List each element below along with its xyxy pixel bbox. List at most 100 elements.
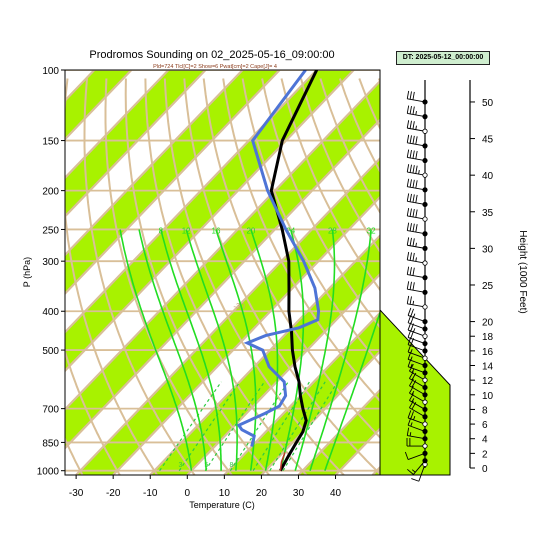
wind-barb-feather (407, 106, 408, 114)
dry-adiabat-label: 60 (519, 87, 528, 96)
height-tick-label: 45 (482, 135, 494, 146)
wind-barb-feather (413, 107, 414, 115)
wind-barb-station-dot (423, 415, 427, 419)
wind-barb-feather (416, 195, 417, 203)
datetime-badge: DT: 2025-05-12_00:00:00 (396, 51, 490, 65)
wind-barb-feather (407, 120, 408, 128)
wind-barb-feather (416, 224, 417, 232)
wind-barb-station-dot (423, 217, 427, 221)
wind-barb-feather (411, 309, 414, 317)
wind-barb-station-dot (423, 144, 427, 148)
pressure-tick-label: 250 (42, 225, 59, 236)
pressure-tick-label: 500 (42, 346, 59, 357)
height-tick-label: 0 (482, 464, 488, 475)
wind-barb-feather (407, 267, 408, 275)
wind-barb-station-dot (423, 437, 427, 441)
wind-barb-station-dot (423, 290, 427, 294)
wind-barb-feather (410, 135, 411, 143)
wind-barb-station-dot (423, 393, 427, 397)
wind-barb-feather (407, 296, 408, 304)
wind-barb-shaft (408, 323, 425, 329)
wind-barb-station-dot (423, 261, 427, 265)
wind-barb-feather (410, 282, 411, 290)
wind-barb-station-dot (423, 363, 427, 367)
temperature-tick-label: 20 (256, 488, 268, 499)
wind-barb-half-feather (413, 314, 414, 318)
wind-barb-feather (416, 166, 417, 174)
wind-barb-feather (407, 150, 408, 158)
temperature-tick-label: 40 (330, 488, 342, 499)
temperature-tick-label: 10 (219, 488, 231, 499)
height-tick-label: 30 (482, 244, 494, 255)
wind-barb-half-feather (416, 126, 417, 130)
pressure-tick-label: 700 (42, 405, 59, 416)
wind-barb-feather (410, 179, 411, 187)
x-axis-label: Temperature (C) (189, 500, 255, 510)
moist-adiabat-label: 32 (367, 226, 376, 235)
wind-barb-feather (407, 179, 408, 187)
height-tick-label: 10 (482, 391, 494, 402)
mixing-ratio-label: 8 (230, 462, 234, 469)
moist-adiabat-label: 12 (182, 226, 191, 235)
wind-barb-feather (413, 121, 414, 129)
temperature-tick-label: 0 (185, 488, 191, 499)
wind-barb-feather (413, 253, 414, 261)
wind-barb-feather (407, 252, 408, 260)
wind-barb-station-dot (423, 319, 427, 323)
pressure-tick-label: 150 (42, 137, 59, 148)
wind-barb-station-dot (423, 429, 427, 433)
wind-barb-feather (416, 136, 417, 144)
wind-barb-station-dot (423, 232, 427, 236)
wind-barb-feather (410, 150, 411, 158)
wind-barb-station-dot (423, 407, 427, 411)
pressure-tick-label: 400 (42, 307, 59, 318)
wind-barb-feather (410, 121, 411, 129)
pressure-tick-label: 100 (42, 66, 59, 77)
wind-barb-feather (413, 151, 414, 159)
moist-adiabat-label: 28 (328, 226, 337, 235)
wind-barb-feather (407, 193, 408, 201)
height-tick-label: 20 (482, 318, 494, 329)
chart-title: Prodromos Sounding on 02_2025-05-16_09:0… (89, 49, 334, 61)
wind-barb-feather (413, 165, 414, 173)
y-axis-label: P (hPa) (22, 257, 32, 287)
moist-adiabat-label: 16 (212, 226, 221, 235)
moist-adiabat-label: 8 (159, 226, 164, 235)
wind-barb-half-feather (413, 328, 414, 332)
wind-barb-feather (413, 209, 414, 217)
wind-barb-feather (410, 223, 411, 231)
wind-barb-station-dot (423, 458, 427, 462)
height-tick-label: 14 (482, 362, 494, 373)
wind-barb-feather (413, 282, 414, 290)
wind-barb-feather (413, 92, 414, 100)
wind-barb-feather (410, 253, 411, 261)
wind-barb-station-dot (423, 100, 427, 104)
wind-barb-station-dot (423, 158, 427, 162)
wind-barb-station-dot (423, 334, 427, 338)
wind-barb-feather (413, 194, 414, 202)
wind-barb-feather (416, 210, 417, 218)
wind-barb-station-dot (423, 444, 427, 448)
height-tick-label: 16 (482, 347, 494, 358)
wind-barb-station-dot (423, 305, 427, 309)
wind-barb-feather (410, 267, 411, 275)
wind-barb-feather (416, 151, 417, 159)
wind-barb-half-feather (416, 111, 417, 115)
wind-barb-feather (410, 165, 411, 173)
wind-barb-half-feather (413, 301, 414, 305)
wind-barb-station-dot (423, 371, 427, 375)
height-tick-label: 35 (482, 208, 494, 219)
wind-barb-station-dot (423, 202, 427, 206)
wind-barb-feather (413, 238, 414, 246)
wind-barb-feather (407, 223, 408, 231)
chart-subtitle: Pld=724 Tlcl[C]=2 Show=6 Pwat[cm]=2 Cape… (153, 64, 277, 70)
mixing-ratio-label: 3 (178, 462, 182, 469)
wind-barb-station-dot (423, 173, 427, 177)
wind-barb-feather (407, 208, 408, 216)
wind-barb-feather (410, 106, 411, 114)
wind-barb-panel (380, 80, 470, 481)
wind-barb-feather (407, 281, 408, 289)
wind-barb-half-feather (416, 243, 417, 247)
height-tick-label: 18 (482, 332, 494, 343)
wind-barb-feather (410, 194, 411, 202)
